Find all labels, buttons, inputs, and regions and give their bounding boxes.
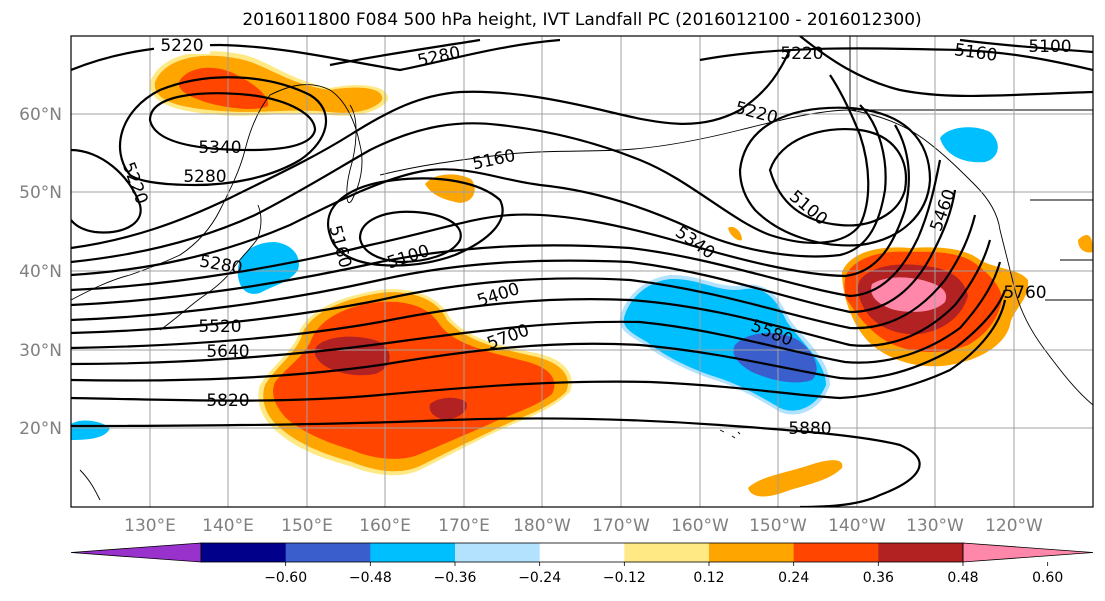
lon-label: 170°W bbox=[592, 516, 650, 536]
contour-5280-nw bbox=[118, 76, 328, 187]
figure-title: 2016011800 F084 500 hPa height, IVT Land… bbox=[242, 10, 921, 30]
lat-label: 20°N bbox=[19, 419, 62, 439]
colorbar-extend-low bbox=[70, 542, 202, 563]
lat-axis: 60°N 50°N 40°N 30°N 20°N bbox=[19, 105, 62, 439]
colorbar-segment bbox=[624, 543, 710, 562]
contour-5160-top bbox=[699, 47, 1093, 72]
contour-5520 bbox=[71, 189, 957, 322]
contour-5700 bbox=[71, 261, 1002, 366]
contour-label: 5340 bbox=[198, 138, 241, 158]
lon-label: 150°W bbox=[749, 516, 807, 536]
colorbar-extend-high bbox=[962, 542, 1094, 563]
lon-label: 150°E bbox=[281, 516, 333, 536]
contour-label: 5760 bbox=[1003, 283, 1046, 303]
contour-label: 5220 bbox=[160, 36, 203, 56]
shade-positive-subtropical-5 bbox=[429, 397, 467, 420]
colorbar: −0.60 −0.48 −0.36 −0.24 −0.12 0.12 0.24 0.36 0.4… bbox=[70, 542, 1094, 586]
contour-5880 bbox=[71, 417, 921, 507]
contour-5760 bbox=[71, 289, 1007, 382]
contour-label: 5640 bbox=[206, 342, 249, 362]
shade-positive-small-2 bbox=[748, 460, 843, 497]
lat-label: 30°N bbox=[19, 341, 62, 361]
contour-5280-top bbox=[329, 38, 481, 67]
colorbar-tick-label: 0.48 bbox=[947, 570, 978, 586]
contour-5280 bbox=[71, 74, 870, 264]
lon-label: 130°W bbox=[906, 516, 964, 536]
contour-5400 bbox=[71, 124, 910, 292]
contour-5100-top bbox=[959, 38, 1093, 54]
coast-japan bbox=[159, 204, 262, 331]
lon-label: 120°W bbox=[985, 516, 1043, 536]
contour-5340-nw bbox=[148, 92, 317, 152]
lon-label: 130°E bbox=[124, 516, 176, 536]
height-contours bbox=[71, 36, 1093, 507]
contour-5640 bbox=[71, 239, 992, 350]
lon-label: 170°E bbox=[438, 516, 490, 536]
contour-label: 5520 bbox=[198, 317, 241, 337]
shade-positive-ne-4 bbox=[871, 277, 947, 312]
colorbar-segment bbox=[539, 543, 625, 562]
contour-5100-center bbox=[358, 210, 462, 264]
lat-label: 60°N bbox=[19, 105, 62, 125]
colorbar-segment bbox=[878, 543, 964, 562]
contour-label: 5880 bbox=[788, 419, 831, 439]
colorbar-tick-label: −0.12 bbox=[603, 570, 646, 586]
contour-label: 5280 bbox=[183, 167, 226, 187]
contour-5220 bbox=[71, 49, 791, 250]
contour-label: 5220 bbox=[780, 44, 823, 64]
lat-label: 50°N bbox=[19, 183, 62, 203]
lon-label: 160°E bbox=[359, 516, 411, 536]
colorbar-tick-label: 0.12 bbox=[693, 570, 724, 586]
colorbar-tick-label: −0.48 bbox=[349, 570, 392, 586]
contour-5460 bbox=[71, 159, 942, 307]
contour-5220-top bbox=[71, 38, 561, 72]
colorbar-segment bbox=[201, 543, 287, 562]
contour-5580 bbox=[71, 214, 977, 335]
contour-5220-ne bbox=[799, 36, 1093, 98]
shade-positive-small-4 bbox=[1078, 235, 1093, 253]
border-1 bbox=[1030, 199, 1093, 301]
colorbar-tick-label: 0.36 bbox=[863, 570, 894, 586]
map-frame bbox=[70, 35, 1094, 508]
colorbar-tick-label: −0.24 bbox=[518, 570, 561, 586]
colorbar-segment bbox=[285, 543, 371, 562]
lon-axis: 130°E 140°E 150°E 160°E 170°E 180°W 170°… bbox=[124, 516, 1043, 536]
contour-5220-left bbox=[71, 148, 142, 234]
shade-negative-alaska bbox=[940, 127, 998, 163]
shade-positive-small-3 bbox=[728, 226, 742, 241]
lon-label: 140°E bbox=[202, 516, 254, 536]
colorbar-tick-label: 0.60 bbox=[1032, 570, 1063, 586]
contour-label: 5820 bbox=[206, 391, 249, 411]
colorbar-segment bbox=[370, 543, 456, 562]
coast-kamchatka bbox=[329, 89, 363, 203]
colorbar-tick-label: −0.36 bbox=[434, 570, 477, 586]
coast-philippines bbox=[79, 469, 101, 501]
contour-5160-east bbox=[768, 128, 907, 227]
contour-5220-east bbox=[738, 106, 932, 247]
colorbar-tick-label: −0.60 bbox=[264, 570, 307, 586]
colorbar-tick-label: 0.24 bbox=[778, 570, 809, 586]
lon-label: 140°W bbox=[828, 516, 886, 536]
contour-label: 5100 bbox=[1028, 37, 1071, 57]
contour-5820 bbox=[71, 299, 1007, 402]
map-panel: 5220 5280 5160 5100 5220 5160 5100 5220 … bbox=[70, 35, 1094, 508]
lon-label: 160°W bbox=[671, 516, 729, 536]
lat-label: 40°N bbox=[19, 262, 62, 282]
lon-label: 180°W bbox=[513, 516, 571, 536]
coast-hawaii bbox=[719, 429, 741, 439]
colorbar-segment bbox=[709, 543, 795, 562]
colorbar-frame bbox=[200, 542, 964, 563]
contour-5160-center bbox=[327, 177, 504, 267]
colorbar-segment bbox=[793, 543, 879, 562]
colorbar-segment bbox=[455, 543, 541, 562]
coast-asia bbox=[71, 84, 331, 301]
